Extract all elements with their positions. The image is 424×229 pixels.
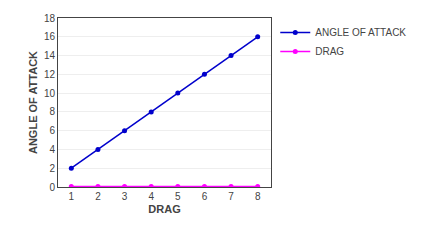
svg-text:ANGLE OF ATTACK: ANGLE OF ATTACK bbox=[315, 27, 406, 38]
svg-text:12: 12 bbox=[44, 69, 56, 80]
svg-text:3: 3 bbox=[122, 191, 128, 202]
svg-text:16: 16 bbox=[44, 31, 56, 42]
svg-text:2: 2 bbox=[49, 163, 55, 174]
svg-text:4: 4 bbox=[49, 144, 55, 155]
svg-text:ANGLE OF ATTACK: ANGLE OF ATTACK bbox=[27, 51, 39, 154]
svg-text:DRAG: DRAG bbox=[315, 46, 344, 57]
svg-text:4: 4 bbox=[148, 191, 154, 202]
svg-text:0: 0 bbox=[49, 182, 55, 193]
svg-text:8: 8 bbox=[49, 106, 55, 117]
svg-text:1: 1 bbox=[69, 191, 75, 202]
svg-text:10: 10 bbox=[44, 88, 56, 99]
svg-text:6: 6 bbox=[202, 191, 208, 202]
svg-text:7: 7 bbox=[228, 191, 234, 202]
svg-text:8: 8 bbox=[255, 191, 261, 202]
svg-text:6: 6 bbox=[49, 125, 55, 136]
svg-text:14: 14 bbox=[44, 50, 56, 61]
svg-text:2: 2 bbox=[95, 191, 101, 202]
svg-text:5: 5 bbox=[175, 191, 181, 202]
svg-text:DRAG: DRAG bbox=[148, 203, 180, 215]
svg-text:18: 18 bbox=[44, 13, 56, 24]
